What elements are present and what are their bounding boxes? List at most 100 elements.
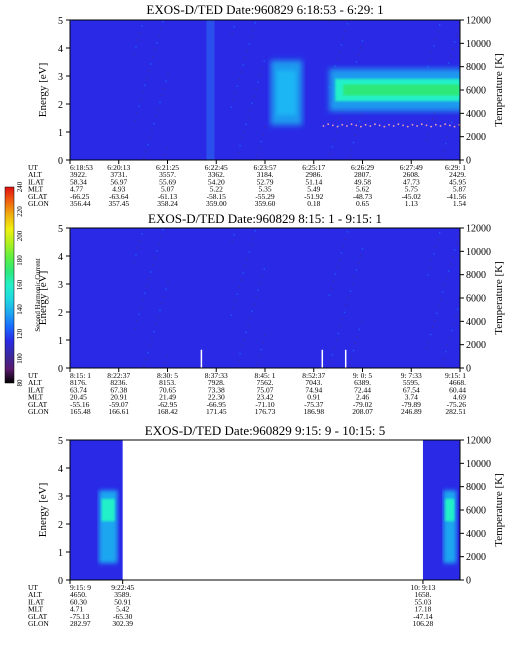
noise-pixel [246, 50, 248, 52]
noise-pixel [447, 62, 450, 64]
noise-pixel [434, 246, 437, 248]
noise-pixel [241, 137, 243, 140]
y2-tick-label: 4000 [466, 317, 486, 328]
noise-pixel [331, 145, 334, 148]
noise-pixel [158, 35, 160, 37]
noise-pixel [238, 78, 240, 80]
noise-pixel [361, 248, 364, 250]
table-cell: 20.45 [70, 393, 87, 402]
noise-pixel [134, 119, 136, 122]
noise-pixel [446, 343, 449, 346]
noise-pixel [350, 148, 353, 151]
table-cell: 171.45 [206, 407, 227, 416]
noise-pixel [154, 257, 156, 259]
table-cell: -63.64 [109, 192, 129, 201]
noise-pixel [352, 141, 355, 144]
noise-pixel [232, 307, 234, 310]
y-axis-label: Energy [eV] [37, 483, 49, 537]
table-cell: 5.87 [453, 185, 466, 194]
noise-pixel [250, 244, 252, 246]
y2-tick-label: 4000 [466, 529, 486, 540]
table-cell: 6:29: 1 [445, 163, 466, 172]
noise-pixel [154, 49, 156, 51]
noise-pixel [426, 66, 429, 68]
noise-pixel [133, 53, 135, 55]
noise-pixel [427, 132, 430, 135]
noise-pixel [338, 259, 341, 261]
noise-pixel [141, 25, 143, 27]
noise-pixel [257, 81, 259, 83]
noise-pixel [342, 245, 345, 247]
noise-pixel [425, 347, 428, 350]
y-tick-label: 5 [58, 224, 63, 235]
noise-pixel [157, 316, 159, 319]
noise-pixel [337, 124, 340, 127]
noise-pixel [456, 308, 459, 311]
table-cell: 22.30 [208, 393, 225, 402]
noise-pixel [256, 154, 258, 157]
noise-pixel [448, 128, 451, 131]
noise-pixel [333, 346, 336, 349]
noise-pixel [438, 24, 441, 26]
table-row-label: UT [28, 583, 38, 592]
table-cell: 165.48 [70, 407, 91, 416]
temperature-dot [374, 123, 376, 126]
table-cell: 8:52:37 [302, 371, 325, 380]
noise-pixel [233, 26, 235, 28]
table-cell: 55.69 [159, 177, 176, 186]
noise-pixel [264, 126, 266, 129]
table-cell: 0.65 [356, 199, 369, 208]
noise-pixel [328, 294, 331, 296]
y-tick-label: 5 [58, 16, 63, 27]
chart-title: EXOS-D/TED Date:960829 9:15: 9 - 10:15: … [145, 423, 385, 438]
colorbar: 80 100 120 140 160 180 200 220 240 Second Harmoni… [4, 181, 42, 387]
noise-pixel [144, 292, 146, 294]
table-cell: -79.02 [353, 400, 373, 409]
noise-pixel [241, 345, 243, 348]
noise-pixel [134, 327, 136, 330]
table-cell: 74.94 [305, 385, 322, 394]
noise-pixel [331, 353, 334, 356]
noise-pixel [145, 358, 147, 361]
noise-pixel [135, 46, 137, 48]
table-cell: 20.91 [110, 393, 127, 402]
noise-pixel [359, 47, 362, 49]
noise-pixel [258, 355, 260, 358]
table-cell: 10: 9:13 [411, 583, 436, 592]
noise-pixel [450, 121, 453, 124]
table-cell: 6:26:29 [351, 163, 374, 172]
noise-pixel [339, 117, 342, 120]
temperature-dot [378, 124, 381, 127]
noise-pixel [346, 231, 349, 233]
table-row-label: ALT [28, 170, 42, 179]
noise-pixel [342, 37, 345, 39]
table-cell: 3362. [208, 170, 225, 179]
temperature-dot [402, 124, 404, 127]
noise-pixel [248, 251, 250, 253]
noise-pixel [353, 276, 356, 278]
temperature-dot [392, 125, 395, 127]
y2-tick-label: 2000 [466, 132, 486, 143]
noise-pixel [240, 279, 242, 281]
table-cell: 54.20 [208, 177, 225, 186]
noise-pixel [357, 54, 360, 56]
noise-pixel [340, 44, 343, 46]
table-row-label: GLON [28, 619, 49, 628]
noise-pixel [152, 264, 154, 266]
noise-pixel [452, 322, 455, 325]
noise-pixel [136, 320, 138, 323]
noise-pixel [345, 304, 348, 307]
table-cell: 70.65 [159, 385, 176, 394]
noise-pixel [358, 328, 361, 331]
noise-pixel [143, 157, 145, 160]
noise-pixel [167, 281, 169, 283]
table-cell: 73.38 [208, 385, 225, 394]
y-tick-label: 3 [58, 492, 63, 503]
noise-pixel [165, 288, 167, 290]
noise-pixel [159, 309, 161, 312]
table-cell: 6:27:49 [400, 163, 423, 172]
chart-panel-2: EXOS-D/TED Date:960829 8:15: 1 - 9:15: 1… [28, 211, 505, 416]
table-cell: 0.18 [307, 199, 320, 208]
